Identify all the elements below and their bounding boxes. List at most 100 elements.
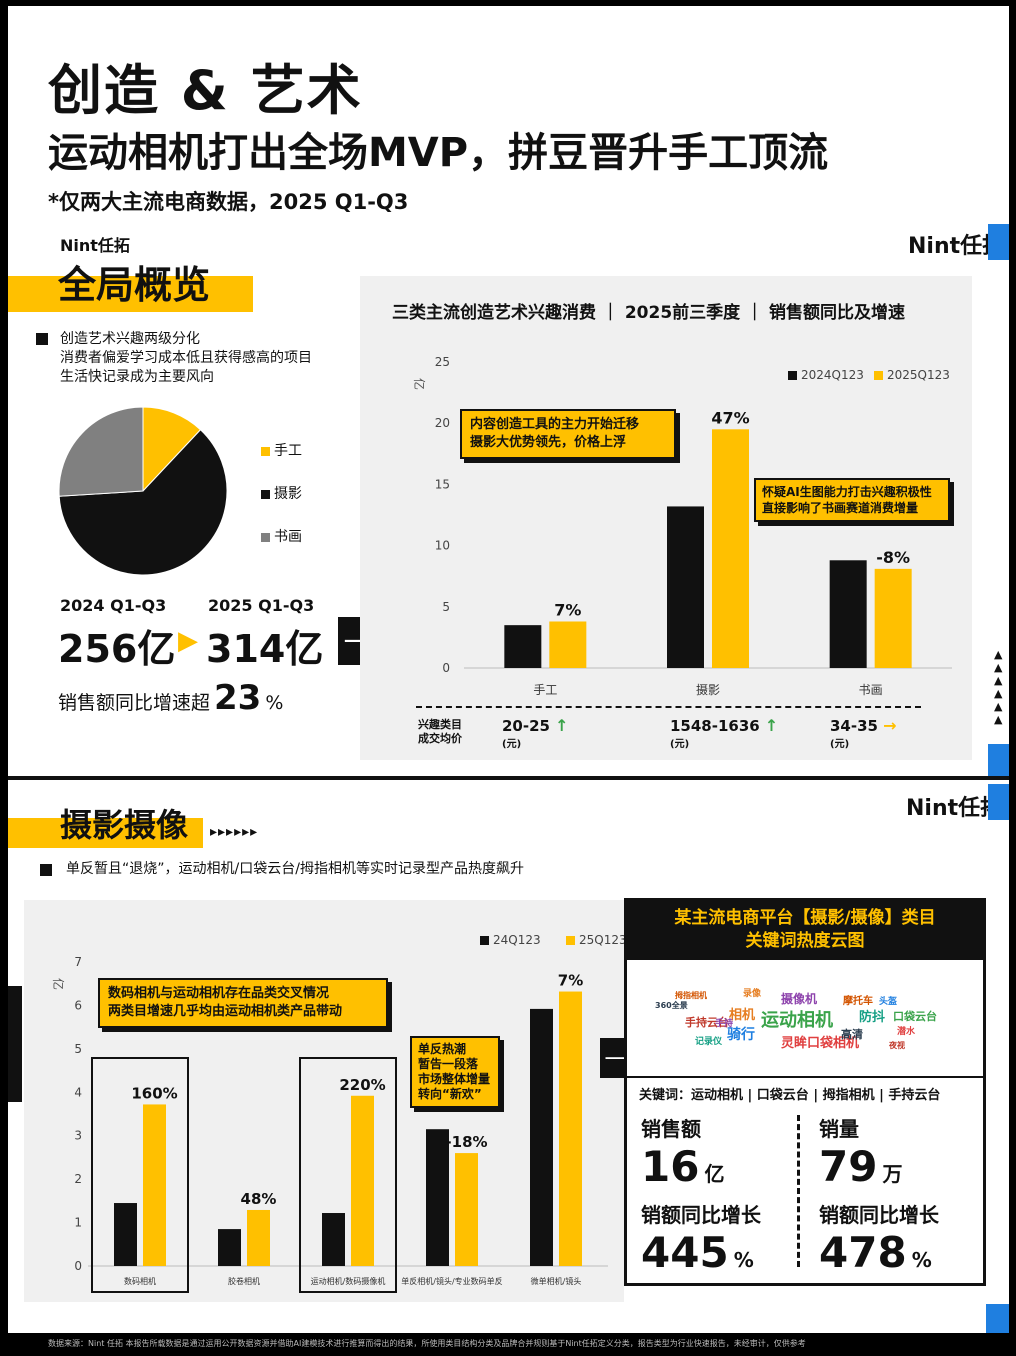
bar-25Q123-单反相机/镜头/专业数码单反	[455, 1153, 478, 1266]
arrow-right-icon: →	[883, 716, 897, 735]
growth-line: 销售额同比增速超 23 %	[58, 678, 284, 718]
pie-legend-item: 手工	[261, 442, 302, 461]
bar-24Q123-微单相机/镜头	[530, 1008, 553, 1266]
side-tab	[8, 986, 22, 1102]
bar-2025Q123-手工	[549, 621, 587, 668]
pie-legend-item: 摄影	[261, 485, 302, 504]
bar-2025Q123-摄影	[712, 429, 749, 668]
bar-25Q123-运动相机/数码摄像机	[351, 1095, 374, 1266]
section-title-photo: 摄影摄像	[60, 806, 189, 844]
legend-swatch-icon	[874, 371, 883, 380]
photo-bullet: 单反暂且“退烧”，运动相机/口袋云台/拇指相机等实时记录型产品热度飙升	[40, 860, 524, 879]
legend-label: 2024Q123	[801, 368, 864, 382]
stat-block: 销售额 16 亿	[641, 1117, 725, 1191]
price-item: 1548-1636 ↑ (元)	[670, 716, 779, 750]
x-tick-label: 数码相机	[124, 1276, 156, 1286]
legend-swatch-icon	[261, 489, 270, 499]
stat-block: 销量 79 万	[819, 1117, 903, 1191]
bullet-line: 生活快记录成为主要风向	[60, 369, 214, 385]
legend-swatch-icon	[788, 371, 797, 380]
word-cloud: 运动相机 骑行 灵眸口袋相机 摄像机 相机 防抖 手持云台 高清 摩托车 口袋云台 头盔 潜水 手持 录像…	[631, 964, 979, 1074]
y-tick-label: 0	[74, 1259, 82, 1273]
stats-divider	[797, 1115, 800, 1267]
x-tick-label: 摄影	[696, 682, 720, 697]
pie-chart	[58, 406, 228, 576]
bar-25Q123-微单相机/镜头	[559, 991, 582, 1266]
legend-label: 25Q123	[579, 933, 624, 947]
cloud-word: 相机	[729, 1008, 756, 1023]
chart-1-callout-2: 怀疑AI生图能力打击兴趣积极性 直接影响了书画赛道消费增量	[754, 478, 950, 522]
data-label: 220%	[339, 1076, 385, 1094]
pie-slice-书画	[58, 406, 144, 497]
data-label: 7%	[558, 972, 583, 990]
year-2025-label: 2025 Q1-Q3	[208, 596, 315, 615]
section-title-overview: 全局概览	[58, 263, 211, 307]
dashed-divider	[416, 706, 921, 708]
bar-chart-1: 亿 0 5 10 15 20 25 7% 手工 47% 摄影 -8% 书画 2024Q123 2025Q12…	[412, 355, 952, 697]
x-tick-label: 手工	[533, 683, 557, 697]
bar-2024Q123-摄影	[667, 506, 704, 668]
section-divider	[8, 776, 1009, 780]
section-title-bar	[8, 818, 203, 848]
bullet-square-icon	[40, 863, 52, 876]
page-note: *仅两大主流电商数据，2025 Q1-Q3	[48, 190, 409, 214]
cloud-word: 记录仪	[695, 1037, 723, 1047]
cloud-word: 摄像机	[781, 992, 818, 1006]
price-row-label: 兴趣类目 成交均价	[418, 718, 462, 745]
data-label: 48%	[241, 1190, 277, 1208]
chart-1-title: 三类主流创造艺术兴趣消费 ｜ 2025前三季度 ｜ 销售额同比及增速	[392, 303, 905, 323]
arrow-right-icon: ▶	[178, 626, 198, 656]
triangle-deco-icon: ▲ ▲ ▲ ▲ ▲ ▲	[994, 648, 1003, 726]
y-tick-label: 25	[435, 355, 450, 369]
value-2025: 314亿	[206, 627, 324, 671]
wordcloud-title: 某主流电商平台【摄影/摄像】类目 关键词热度云图	[627, 901, 983, 960]
year-2024-label: 2024 Q1-Q3	[60, 596, 167, 615]
chart-2-callout-1: 数码相机与运动相机存在品类交叉情况 两类目增速几乎均由运动相机类产品带动	[98, 978, 388, 1028]
section-title-bar	[8, 276, 253, 312]
bar-24Q123-胶卷相机	[218, 1229, 241, 1266]
y-tick-label: 1	[74, 1216, 82, 1230]
y-tick-label: 4	[74, 1085, 82, 1099]
y-tick-label: 7	[74, 955, 82, 969]
growth-value: 23	[214, 678, 262, 718]
bullet-square-icon	[36, 333, 48, 345]
page-subtitle: 运动相机打出全场MVP，拼豆晋升手工顶流	[48, 130, 829, 176]
blue-tab-marker	[988, 224, 1009, 260]
bar-24Q123-数码相机	[114, 1203, 137, 1266]
pie-slice-手工	[142, 406, 202, 493]
highlight-box	[299, 1057, 397, 1293]
x-tick-label: 书画	[859, 683, 883, 697]
bar-2024Q123-手工	[504, 625, 542, 668]
cloud-word: 骑行	[727, 1027, 755, 1043]
x-tick-label: 微单相机/镜头	[531, 1276, 582, 1286]
bar-25Q123-数码相机	[143, 1104, 166, 1266]
data-label: -18%	[445, 1133, 487, 1151]
x-tick-label: 单反相机/镜头/专业数码单反	[401, 1276, 502, 1286]
arrow-up-icon: ↑	[764, 716, 779, 735]
price-item: 20-25 ↑ (元)	[502, 716, 569, 750]
overview-bullets: 创造艺术兴趣两级分化 消费者偏爱学习成本低且获得感高的项目 生活快记录成为主要风…	[36, 330, 312, 387]
y-tick-label: 20	[435, 416, 450, 430]
y-tick-label: 10	[435, 539, 450, 553]
x-tick-label: 运动相机/数码摄像机	[311, 1276, 386, 1286]
bar-2025Q123-书画	[874, 568, 912, 668]
legend-label: 2025Q123	[887, 368, 950, 382]
cloud-word: 手持云台	[685, 1016, 729, 1029]
x-tick-label: 胶卷相机	[228, 1276, 260, 1286]
y-tick-label: 0	[442, 661, 450, 675]
cloud-word: 防抖	[859, 1010, 886, 1025]
value-2024: 256亿	[58, 627, 176, 671]
brand-logo-right: Nint任拓	[906, 796, 1003, 821]
footer-disclaimer: 数据来源：Nint 任拓 本报告所载数据是通过运用公开数据资源并借助AI建模技术…	[48, 1339, 806, 1348]
y-tick-label: 2	[74, 1172, 82, 1186]
y-tick-label: 3	[74, 1129, 82, 1143]
arrow-up-icon: ↑	[555, 716, 569, 735]
data-label: 160%	[131, 1084, 177, 1102]
y-axis-unit: 亿	[412, 378, 427, 390]
legend-swatch-icon	[480, 936, 489, 945]
blue-tab-marker	[988, 784, 1009, 820]
bar-24Q123-运动相机/数码摄像机	[322, 1213, 345, 1266]
bar-2024Q123-书画	[829, 560, 867, 668]
y-tick-label: 5	[442, 600, 450, 614]
chart-2-callout-2: 单反热潮 暂告一段落 市场整体增量 转向“新欢”	[410, 1036, 500, 1108]
